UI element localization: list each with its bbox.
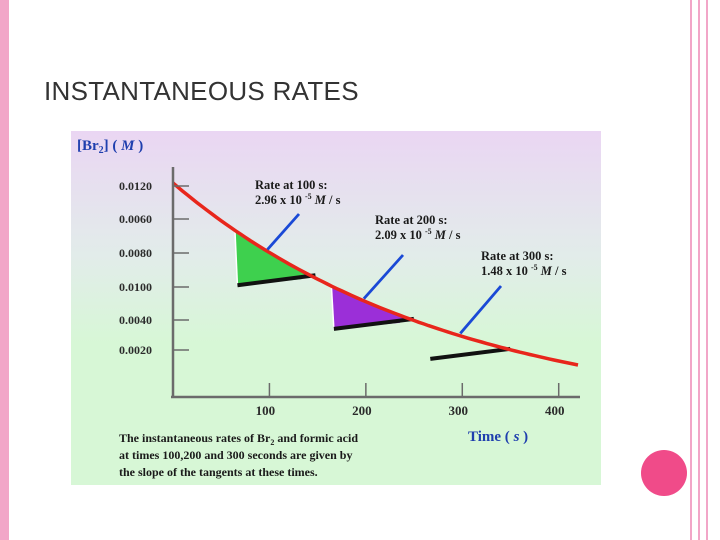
annotation-pointer-300 — [459, 285, 503, 335]
y-tick-label-1: 0.0060 — [119, 212, 152, 226]
y-tick-label-0: 0.0120 — [119, 179, 152, 193]
tangent-triangle-100-edge — [234, 229, 239, 286]
annotation-pointer-200 — [362, 254, 405, 300]
annotation-value-100: 2.96 x 10 -5 M / s — [255, 192, 341, 207]
y-axis-label: [Br2] ( M ) — [77, 138, 143, 156]
left-decorative-border — [0, 0, 9, 540]
annotation-title-300: Rate at 300 s: — [481, 249, 554, 263]
slide-title: INSTANTANEOUS RATES — [44, 76, 359, 106]
caption-line-2: at times 100,200 and 300 seconds are giv… — [119, 448, 352, 462]
x-tick-label-300: 300 — [449, 403, 469, 418]
caption-line-1: The instantaneous rates of Br2 and formi… — [119, 431, 358, 447]
tangent-triangle-200-edge — [330, 285, 335, 329]
concentration-curve — [171, 181, 579, 367]
y-tick-label-3: 0.0100 — [119, 280, 152, 294]
tangent-triangle-100 — [235, 232, 306, 286]
right-decorative-border — [690, 0, 708, 540]
chart-figure: 0.0120 0.0060 0.0080 0.0100 0.0040 0.0020 100 2… — [71, 131, 601, 485]
annotation-title-100: Rate at 100 s: — [255, 178, 328, 192]
tangent-triangle-200 — [331, 287, 404, 329]
x-tick-label-400: 400 — [545, 403, 565, 418]
x-tick-label-200: 200 — [352, 403, 372, 418]
annotation-title-200: Rate at 200 s: — [375, 213, 448, 227]
tangent-base-200 — [333, 316, 415, 331]
x-axis-label: Time ( s ) — [468, 429, 528, 445]
annotation-pointer-100 — [266, 213, 301, 251]
annotation-value-200: 2.09 x 10 -5 M / s — [375, 227, 461, 242]
caption-line-3: the slope of the tangents at these times… — [119, 465, 318, 479]
tangent-base-300 — [430, 346, 511, 361]
x-tick-label-100: 100 — [256, 403, 276, 418]
decorative-pink-circle — [641, 450, 687, 496]
y-tick-label-4: 0.0040 — [119, 313, 152, 327]
y-tick-label-5: 0.0020 — [119, 343, 152, 357]
annotation-value-300: 1.48 x 10 -5 M / s — [481, 263, 567, 278]
tangent-base-100 — [237, 273, 316, 288]
chart-svg: 0.0120 0.0060 0.0080 0.0100 0.0040 0.0020 100 2… — [71, 131, 601, 485]
y-tick-label-2: 0.0080 — [119, 246, 152, 260]
